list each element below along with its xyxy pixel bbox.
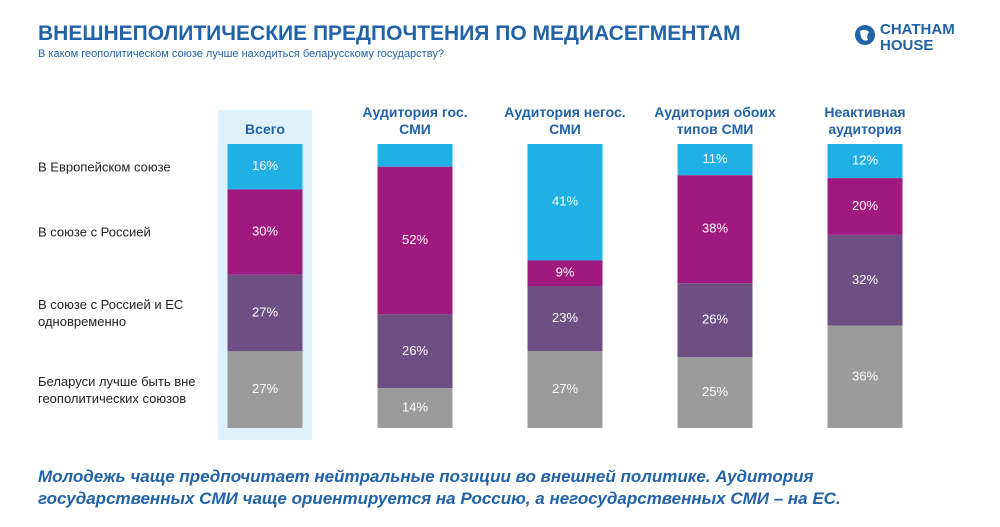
bar-segment [227, 351, 303, 428]
bar-segment [677, 175, 753, 284]
bar-segment [827, 234, 903, 326]
title: ВНЕШНЕПОЛИТИЧЕСКИЕ ПРЕДПОЧТЕНИЯ ПО МЕДИА… [38, 22, 741, 45]
logo-line: CHATHAM [880, 21, 955, 38]
category-label: Всего [245, 121, 285, 137]
note: Молодежь чаще предпочитает нейтральные п… [38, 467, 841, 508]
value-label: 27% [252, 304, 278, 319]
bar-segment [527, 144, 603, 261]
bar-segment [227, 274, 303, 352]
subtitle: В каком геополитическом союзе лучше нахо… [38, 48, 444, 60]
bar-segment [677, 144, 753, 176]
value-label: 25% [702, 384, 728, 399]
legend-label: Беларуси лучше быть вне геополитических … [38, 373, 196, 406]
bar-segment [527, 286, 603, 352]
value-label: 11% [702, 151, 727, 166]
legend-label: В союзе с Россией и ЕС одновременно [38, 296, 184, 329]
bar-segment [227, 144, 303, 190]
logo-line: HOUSE [880, 37, 934, 54]
logo-icon [855, 25, 875, 45]
bar-segment [677, 357, 753, 428]
category-label: Аудитория негос. СМИ [504, 104, 626, 137]
value-label: 14% [402, 400, 428, 415]
value-label: 41% [552, 194, 578, 209]
value-label: 27% [252, 381, 278, 396]
value-label: 16% [252, 158, 278, 173]
value-label: 23% [552, 310, 578, 325]
bar-segment [827, 325, 903, 428]
bar-segment [227, 189, 303, 275]
bar-segment [827, 144, 903, 179]
value-label: 38% [702, 221, 728, 236]
logo: CHATHAM HOUSE [880, 22, 955, 54]
value-label: 26% [702, 312, 728, 327]
value-label: 32% [852, 272, 878, 287]
category-label: Аудитория обоих типов СМИ [654, 104, 776, 137]
bar-segment [677, 283, 753, 357]
value-label: 9% [556, 265, 575, 280]
value-label: 27% [552, 381, 578, 396]
value-label: 26% [402, 343, 428, 358]
bar-segment [377, 166, 453, 315]
category-label: Аудитория гос. СМИ [362, 104, 468, 137]
bar-segment [377, 314, 453, 389]
bar-segment [377, 144, 453, 167]
value-label: 30% [252, 223, 278, 238]
bar-segment [527, 351, 603, 428]
legend-label: В союзе с Россией [38, 224, 151, 240]
value-label: 36% [852, 368, 878, 383]
value-label: 20% [852, 198, 878, 213]
value-label: 52% [402, 232, 428, 247]
value-label: 12% [852, 152, 878, 167]
bar-segment [377, 388, 453, 428]
bar-segment [827, 178, 903, 235]
legend-label: В Европейском союзе [38, 159, 171, 175]
category-label: Неактивная аудитория [824, 104, 906, 137]
bar-segment [527, 260, 603, 286]
